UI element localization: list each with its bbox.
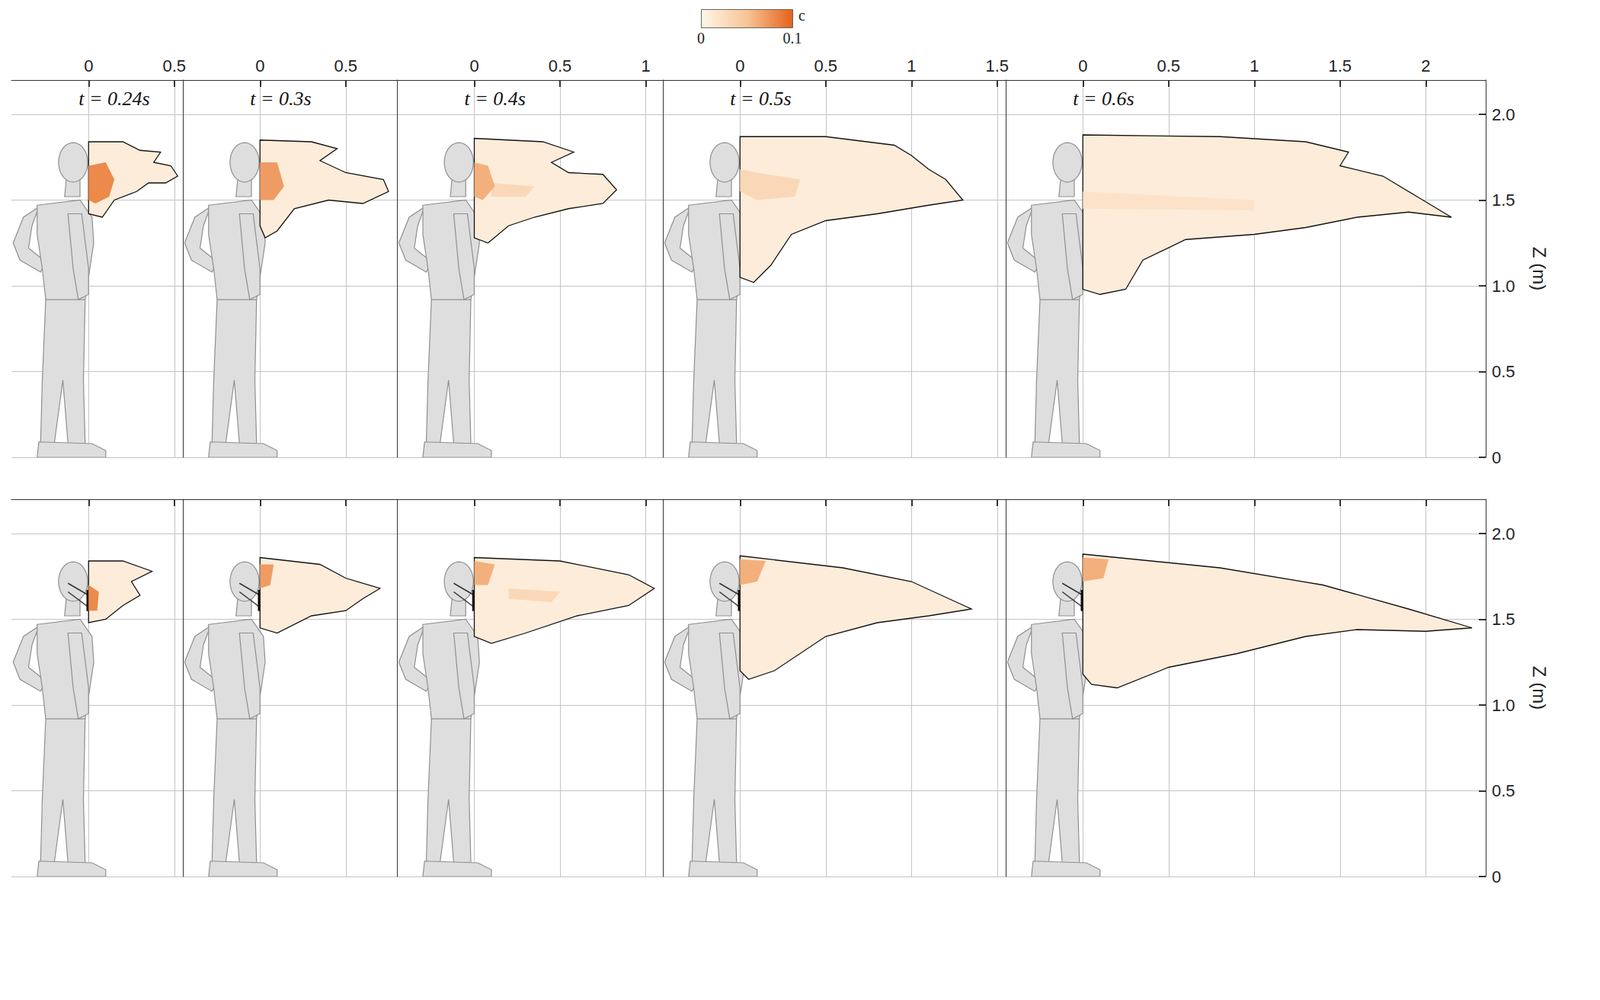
svg-text:1.5: 1.5 bbox=[1491, 609, 1516, 629]
svg-text:t = 0.6s: t = 0.6s bbox=[1072, 87, 1134, 110]
svg-text:0.5: 0.5 bbox=[1491, 361, 1516, 381]
svg-text:1: 1 bbox=[640, 56, 650, 76]
svg-text:0: 0 bbox=[83, 56, 93, 76]
svg-text:c: c bbox=[798, 6, 806, 24]
svg-text:0: 0 bbox=[1491, 448, 1501, 468]
svg-text:t = 0.24s: t = 0.24s bbox=[78, 87, 150, 110]
svg-text:0: 0 bbox=[1491, 867, 1501, 887]
svg-text:0.5: 0.5 bbox=[162, 56, 186, 76]
svg-text:1.5: 1.5 bbox=[1328, 56, 1352, 76]
svg-text:0: 0 bbox=[1078, 56, 1088, 76]
svg-text:0: 0 bbox=[469, 56, 479, 76]
svg-text:1: 1 bbox=[1249, 56, 1259, 76]
svg-text:0.5: 0.5 bbox=[548, 56, 573, 76]
svg-text:t = 0.3s: t = 0.3s bbox=[249, 87, 311, 110]
svg-text:0: 0 bbox=[697, 29, 705, 47]
svg-text:0.5: 0.5 bbox=[813, 56, 838, 76]
svg-text:0.5: 0.5 bbox=[1156, 56, 1181, 76]
svg-text:0: 0 bbox=[255, 56, 265, 76]
svg-text:0.1: 0.1 bbox=[783, 29, 803, 47]
svg-text:Z (m): Z (m) bbox=[1529, 665, 1550, 710]
svg-text:2.0: 2.0 bbox=[1491, 105, 1516, 125]
svg-text:1.5: 1.5 bbox=[1491, 190, 1516, 210]
svg-text:t = 0.4s: t = 0.4s bbox=[464, 87, 526, 110]
svg-text:2: 2 bbox=[1420, 56, 1431, 76]
svg-text:0.5: 0.5 bbox=[333, 56, 358, 76]
svg-text:0.5: 0.5 bbox=[1491, 780, 1516, 800]
svg-text:1: 1 bbox=[906, 56, 916, 76]
svg-text:2.0: 2.0 bbox=[1491, 524, 1516, 544]
svg-text:1.0: 1.0 bbox=[1491, 276, 1516, 296]
svg-text:Z (m): Z (m) bbox=[1529, 246, 1550, 291]
svg-text:t = 0.5s: t = 0.5s bbox=[729, 87, 791, 110]
svg-text:0: 0 bbox=[735, 56, 745, 76]
svg-text:1.5: 1.5 bbox=[985, 56, 1009, 76]
svg-text:1.0: 1.0 bbox=[1491, 695, 1516, 715]
